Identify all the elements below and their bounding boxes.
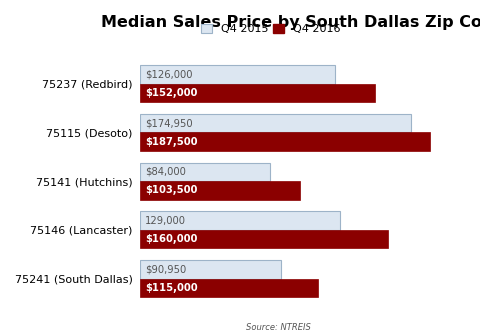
Bar (140, 181, 300, 200)
Text: $152,000: $152,000 (145, 88, 198, 98)
Text: $126,000: $126,000 (145, 69, 193, 79)
Bar (140, 114, 411, 132)
Text: $187,500: $187,500 (145, 137, 198, 147)
Text: $90,950: $90,950 (145, 264, 187, 275)
Bar (140, 230, 387, 248)
Legend: Q4 2015, Q4 2016: Q4 2015, Q4 2016 (201, 24, 340, 34)
Bar (140, 260, 281, 279)
Bar (140, 279, 318, 297)
Bar (140, 163, 270, 181)
Bar (140, 211, 339, 230)
Text: Source: NTREIS: Source: NTREIS (246, 323, 311, 332)
Bar (140, 132, 430, 151)
Text: $84,000: $84,000 (145, 167, 186, 177)
Title: Median Sales Price by South Dallas Zip Code: Median Sales Price by South Dallas Zip C… (101, 15, 480, 30)
Text: $160,000: $160,000 (145, 234, 198, 244)
Text: $115,000: $115,000 (145, 283, 198, 293)
Text: $103,500: $103,500 (145, 186, 198, 196)
Text: 129,000: 129,000 (145, 216, 186, 226)
Bar (140, 65, 335, 84)
Bar (140, 84, 375, 102)
Text: $174,950: $174,950 (145, 118, 193, 128)
